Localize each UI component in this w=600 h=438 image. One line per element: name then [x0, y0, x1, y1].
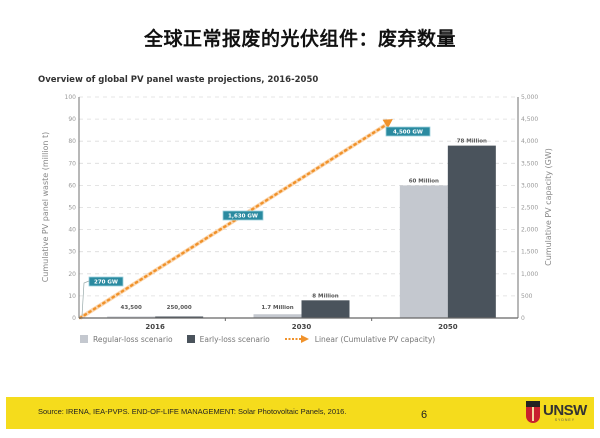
- category-label: 2050: [438, 323, 458, 331]
- y2-tick-label: 2,500: [521, 205, 538, 212]
- dotted-arrow-icon: [284, 335, 309, 343]
- bar-label: 1.7 Million: [261, 305, 293, 311]
- category-label: 2016: [145, 323, 165, 331]
- y-tick-label: 10: [68, 293, 76, 300]
- bar-early-2050: [447, 145, 496, 318]
- y2-axis-label: Cumulative PV capacity (GW): [544, 148, 553, 266]
- footer-bar: Source: IRENA, IEA-PVPS. END-OF-LIFE MAN…: [6, 397, 594, 429]
- legend-label-early: Early-loss scenario: [199, 334, 270, 344]
- y2-axis-ticks: 0 500 1,000 1,500 2,000 2,500 3,000 3,500 4,000 4…: [521, 94, 538, 322]
- y-tick-label: 20: [68, 271, 76, 278]
- y-tick-label: 50: [68, 205, 76, 212]
- bars: 43,500 250,000 1.7 Million 8 Million 60 Mill…: [107, 139, 496, 318]
- bar-early-2016: [155, 316, 204, 318]
- legend-label-regular: Regular-loss scenario: [93, 334, 173, 344]
- grid: [79, 96, 518, 297]
- y2-tick-label: 5,000: [521, 94, 538, 101]
- slide-title: 全球正常报废的光伏组件：废弃数量: [143, 28, 456, 50]
- gw-callout-box: [385, 126, 431, 137]
- y2-tick-label: 4,500: [521, 116, 538, 123]
- bar-label: 8 Million: [312, 293, 339, 299]
- legend-swatch-early: [186, 335, 195, 343]
- unsw-logo: UNSW SYDNEY: [526, 401, 587, 423]
- page-number: 6: [421, 409, 428, 421]
- y2-tick-label: 1,500: [521, 249, 538, 256]
- category-label: 2030: [292, 323, 312, 331]
- bar-early-2030: [301, 300, 350, 318]
- y-axis-ticks: 0 10 20 30 40 50 60 70 80 90 100: [65, 94, 77, 322]
- legend-item-regular: Regular-loss scenario: [80, 335, 173, 344]
- y-tick-label: 40: [68, 227, 76, 234]
- y-tick-label: 90: [68, 116, 76, 123]
- y-tick-label: 100: [65, 94, 77, 101]
- gw-callout-label: 1,630 GW: [228, 214, 258, 220]
- bar-label: 250,000: [167, 305, 192, 311]
- chart-title: Overview of global PV panel waste projec…: [38, 75, 319, 85]
- y2-tick-label: 500: [521, 293, 533, 300]
- logo-subtext: SYDNEY: [554, 417, 576, 422]
- legend-label-linear: Linear (Cumulative PV capacity): [314, 334, 436, 344]
- gw-callout-box: [88, 276, 124, 287]
- line-series: 270 GW 1,630 GW 4,500 GW: [78, 119, 431, 320]
- logo-text: UNSW: [543, 401, 587, 419]
- y-tick-label: 80: [68, 138, 76, 145]
- y2-tick-label: 1,000: [521, 271, 538, 278]
- bar-regular-2030: [253, 314, 302, 318]
- line-arrowhead: [382, 119, 393, 129]
- gw-callout-label: 4,500 GW: [393, 130, 423, 136]
- legend-swatch-regular: [80, 335, 88, 343]
- y2-tick-label: 2,000: [521, 227, 538, 234]
- bar-regular-2050: [399, 185, 448, 318]
- callout-leader: [81, 280, 90, 317]
- bar-label: 43,500: [121, 305, 142, 311]
- bar-label: 78 Million: [457, 139, 487, 145]
- y2-tick-label: 3,000: [521, 182, 538, 189]
- axes: [78, 97, 519, 321]
- y-tick-label: 0: [72, 315, 76, 322]
- y-tick-label: 60: [68, 182, 76, 189]
- y2-tick-label: 3,500: [521, 160, 538, 167]
- source-citation: Source: IRENA, IEA-PVPS. END-OF-LIFE MAN…: [38, 407, 347, 416]
- crest-icon: [526, 401, 540, 423]
- y-tick-label: 70: [68, 160, 76, 167]
- y-tick-label: 30: [68, 249, 76, 256]
- y2-tick-label: 0: [521, 315, 525, 322]
- line-series-path: [78, 121, 391, 320]
- legend-item-early: Early-loss scenario: [186, 334, 270, 344]
- bar-regular-2016: [107, 316, 156, 318]
- y-axis-label: Cumulative PV panel waste (million t): [41, 132, 50, 283]
- legend: Regular-loss scenario Early-loss scenari…: [80, 334, 435, 344]
- category-labels: 2016 2030 2050: [145, 323, 457, 331]
- gw-callout-box: [222, 210, 264, 221]
- gw-callout-label: 270 GW: [94, 280, 118, 286]
- legend-item-linear: Linear (Cumulative PV capacity): [284, 334, 435, 344]
- bar-label: 60 Million: [409, 178, 439, 184]
- y2-tick-label: 4,000: [521, 138, 538, 145]
